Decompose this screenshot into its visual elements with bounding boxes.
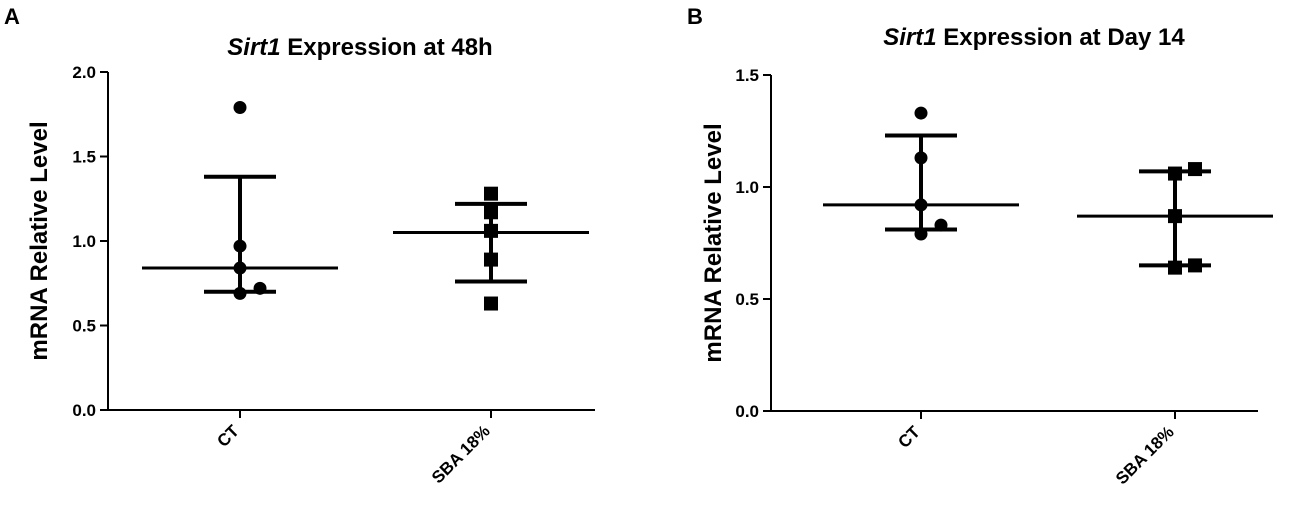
chart-panel-a: A Sirt1 Expression at 48h mRNA Relative L… [4,4,595,487]
data-point-circle [914,198,928,212]
chart-panel-b: B Sirt1 Expression at Day 14 mRNA Relativ… [651,0,1302,527]
chart-title-italic: Sirt1 [227,34,280,61]
data-point-circle [914,227,928,241]
chart-a-svg: Sirt1 Expression at 48h mRNA Relative Lev… [26,34,595,487]
chart-title-rest: Expression at Day 14 [937,24,1186,51]
data-point-circle [233,286,247,300]
y-tick-label: 1.5 [72,148,96,167]
y-tick-label: 0.5 [72,317,96,336]
y-tick-label: 0.0 [72,401,96,420]
y-tick-label: 1.0 [72,232,96,251]
y-tick-label: 2.0 [72,63,96,82]
panel-label-b: B [687,4,703,29]
x-tick-label: SBA 18% [428,421,494,487]
chart-title-rest: Expression at 48h [281,34,493,61]
y-tick-label: 0.0 [735,402,759,421]
y-tick-label: 0.5 [735,290,759,309]
data-point-circle [233,261,247,275]
y-axis-label: mRNA Relative Level [26,121,53,360]
chart-title-italic: Sirt1 [883,24,936,51]
y-axis-label: mRNA Relative Level [700,123,727,362]
x-tick-label: CT [894,422,924,452]
data-point-square [484,296,498,311]
data-point-square [1188,162,1202,177]
y-tick-label: 1.5 [735,66,759,85]
data-point-square [484,223,498,238]
data-point-circle [914,151,928,165]
chart-title: Sirt1 Expression at Day 14 [883,24,1185,51]
data-point-circle [934,218,948,232]
data-point-square [1168,260,1182,275]
data-point-circle [914,106,928,120]
data-point-circle [233,100,247,114]
panel-label-a: A [4,4,20,29]
chart-title: Sirt1 Expression at 48h [227,34,492,61]
y-tick-label: 1.0 [735,178,759,197]
data-point-square [1168,166,1182,181]
data-point-circle [253,281,267,295]
data-point-square [484,186,498,201]
data-point-square [484,252,498,267]
data-point-circle [233,239,247,253]
data-point-square [1168,209,1182,224]
chart-b-svg: Sirt1 Expression at Day 14 mRNA Relative … [700,24,1273,488]
x-tick-label: SBA 18% [1112,422,1178,488]
data-point-square [1188,258,1202,273]
data-point-square [484,205,498,220]
x-tick-label: CT [213,421,243,451]
